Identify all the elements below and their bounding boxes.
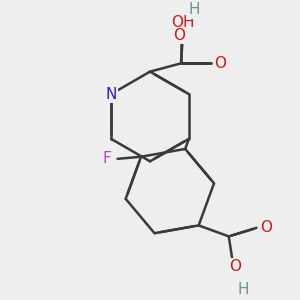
Text: H: H xyxy=(188,2,200,17)
Text: O: O xyxy=(229,259,241,274)
Text: F: F xyxy=(103,152,111,166)
Text: OH: OH xyxy=(171,15,195,30)
Text: H: H xyxy=(238,282,250,297)
Text: O: O xyxy=(173,28,185,43)
Text: O: O xyxy=(260,220,272,235)
Text: O: O xyxy=(214,56,226,71)
Text: N: N xyxy=(106,87,117,102)
Text: O: O xyxy=(215,56,227,71)
